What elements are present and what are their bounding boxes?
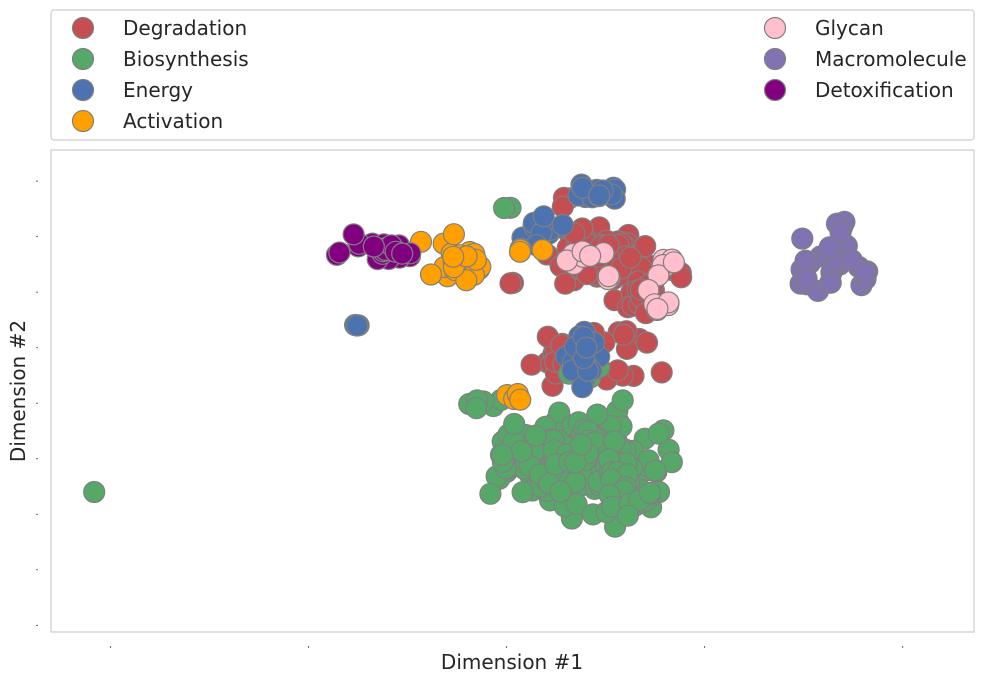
data-point-activation <box>442 223 465 246</box>
data-point-biosynthesis <box>490 443 514 466</box>
series-glycan <box>555 240 686 322</box>
legend-label: Macromolecule <box>815 47 967 71</box>
legend-item-degradation: Degradation <box>71 16 247 40</box>
legend: Degradation Biosynthesis Energy Activation G… <box>50 9 975 141</box>
data-point-degradation <box>635 331 659 354</box>
legend-marker <box>71 47 95 71</box>
legend-label: Energy <box>123 78 193 102</box>
data-point-biosynthesis <box>511 481 534 504</box>
data-point-macromolecule <box>840 249 863 272</box>
data-point-macromolecule <box>829 221 852 244</box>
data-point-biosynthesis <box>503 412 526 436</box>
legend-label: Activation <box>123 109 223 133</box>
data-point-biosynthesis <box>479 482 502 505</box>
series-detoxification <box>325 223 422 271</box>
data-point-biosynthesis <box>570 433 593 456</box>
data-point-biosynthesis <box>586 403 609 426</box>
data-point-biosynthesis <box>638 481 661 504</box>
data-point-degradation <box>612 323 635 346</box>
data-point-biosynthesis <box>616 504 639 527</box>
data-point-energy <box>532 205 555 228</box>
data-point-biosynthesis <box>493 196 516 220</box>
legend-marker <box>763 16 787 40</box>
data-point-energy <box>575 336 598 359</box>
legend-label: Biosynthesis <box>123 47 249 71</box>
data-point-energy <box>551 213 574 237</box>
legend-item-glycan: Glycan <box>763 16 884 40</box>
data-point-activation <box>419 263 443 286</box>
data-point-degradation <box>634 235 657 258</box>
data-point-energy <box>345 314 369 337</box>
data-point-biosynthesis <box>510 440 533 463</box>
data-points <box>83 173 879 538</box>
legend-marker <box>763 78 787 102</box>
legend-item-activation: Activation <box>71 109 223 133</box>
data-point-biosynthesis <box>524 424 547 447</box>
data-point-activation <box>509 388 532 411</box>
data-point-degradation <box>619 246 642 269</box>
legend-label: Detoxification <box>815 78 954 102</box>
data-point-biosynthesis <box>565 493 588 516</box>
data-point-activation <box>442 245 465 268</box>
data-point-macromolecule <box>791 227 814 250</box>
data-point-biosynthesis <box>83 480 106 504</box>
data-point-macromolecule <box>819 271 842 294</box>
data-point-biosynthesis <box>465 397 488 420</box>
data-point-macromolecule <box>818 236 841 259</box>
legend-marker <box>71 78 95 102</box>
legend-marker <box>71 16 95 40</box>
axis-ticks <box>36 180 904 648</box>
data-point-biosynthesis <box>647 422 670 445</box>
legend-item-biosynthesis: Biosynthesis <box>71 47 249 71</box>
legend-marker <box>763 47 787 71</box>
data-point-biosynthesis <box>643 459 667 482</box>
y-axis-label: Dimension #2 <box>6 320 30 462</box>
data-point-glycan <box>646 297 669 320</box>
legend-label: Glycan <box>815 16 884 40</box>
series-activation <box>409 223 554 411</box>
data-point-degradation <box>520 353 543 376</box>
legend-item-macromolecule: Macromolecule <box>763 47 967 71</box>
data-point-glycan <box>597 265 620 288</box>
data-point-degradation <box>554 272 577 295</box>
data-point-detoxification <box>342 223 365 246</box>
data-point-energy <box>588 184 611 207</box>
data-point-glycan <box>578 244 602 267</box>
data-point-activation <box>531 238 554 262</box>
legend-marker <box>71 109 95 133</box>
legend-item-detoxification: Detoxification <box>763 78 954 102</box>
data-point-detoxification <box>362 235 385 258</box>
data-point-detoxification <box>391 242 414 265</box>
x-axis-label: Dimension #1 <box>441 650 583 674</box>
data-point-glycan <box>662 251 686 274</box>
legend-item-energy: Energy <box>71 78 193 102</box>
legend-box <box>50 9 975 141</box>
data-point-activation <box>508 240 532 263</box>
legend-label: Degradation <box>123 16 247 40</box>
data-point-degradation <box>499 272 522 295</box>
data-point-macromolecule <box>795 267 818 290</box>
data-point-biosynthesis <box>611 389 634 412</box>
data-point-detoxification <box>328 241 351 264</box>
series-macromolecule <box>789 210 879 302</box>
data-point-biosynthesis <box>549 480 572 503</box>
data-point-degradation <box>606 359 629 382</box>
data-point-degradation <box>650 361 673 384</box>
